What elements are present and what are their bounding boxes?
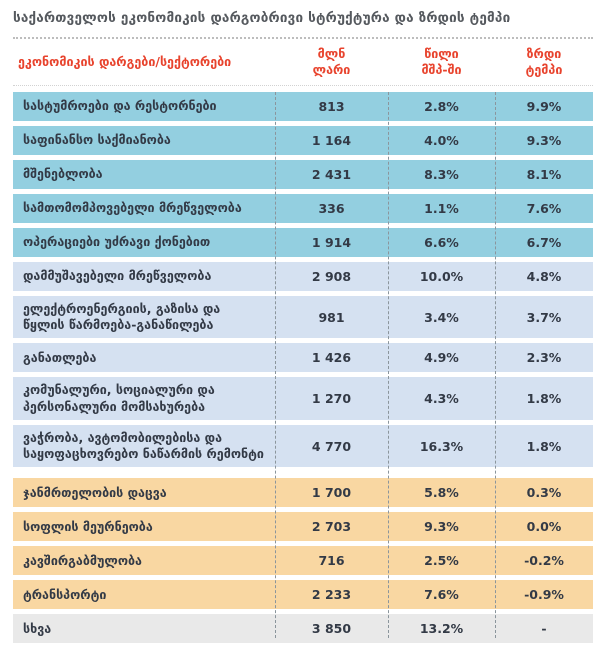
row-mln-gel-value: 1 914 bbox=[311, 234, 352, 250]
row-mln-gel-value: 981 bbox=[318, 309, 345, 325]
row-sector-label: დამმუშავებელი მრეწველობა bbox=[23, 268, 212, 284]
row-sector-label: ელექტროენერგიის, გაზისა და წყლის წარმოებ… bbox=[23, 300, 221, 333]
table-row: მშენებლობა 2 431 8.3% 8.1% bbox=[13, 159, 593, 189]
row-mln-gel-value: 3 850 bbox=[311, 621, 352, 637]
table-row: სხვა 3 850 13.2% - bbox=[13, 614, 593, 644]
table-body: სასტუმროები და რესტორნები 813 2.8% 9.9% საფი… bbox=[13, 91, 593, 644]
row-growth-rate-value: 3.7% bbox=[526, 309, 562, 325]
table-row: ელექტროენერგიის, გაზისა და წყლის წარმოებ… bbox=[13, 295, 593, 339]
row-mln-gel-value: 1 700 bbox=[311, 485, 352, 501]
row-growth-rate-value: 0.3% bbox=[526, 485, 562, 501]
row-sector-label: ვაჭრობა, ავტომობილებისა და საყოფაცხოვრებ… bbox=[23, 429, 264, 462]
row-mln-gel-value: 813 bbox=[318, 98, 345, 114]
row-sector-label: სამთომომპოვებელი მრეწველობა bbox=[23, 200, 242, 216]
table-row: საფინანსო საქმიანობა 1 164 4.0% 9.3% bbox=[13, 125, 593, 155]
page-title: საქართველოს ეკონომიკის დარგობრივი სტრუქტ… bbox=[13, 10, 511, 26]
row-growth-rate-value: 4.8% bbox=[526, 268, 562, 284]
row-share-gdp-value: 5.8% bbox=[424, 485, 459, 501]
table-row: სოფლის მეურნეობა 2 703 9.3% 0.0% bbox=[13, 512, 593, 542]
row-share-gdp-value: 7.6% bbox=[424, 587, 459, 603]
row-sector-label: სოფლის მეურნეობა bbox=[23, 518, 153, 534]
row-growth-rate-value: 1.8% bbox=[526, 438, 562, 454]
table-row: ვაჭრობა, ავტომობილებისა და საყოფაცხოვრებ… bbox=[13, 424, 593, 468]
column-header-sectors: ეკონომიკის დარგები/სექტორები bbox=[18, 54, 232, 70]
table-row: დამმუშავებელი მრეწველობა 2 908 10.0% 4.8% bbox=[13, 261, 593, 291]
row-sector-label: საფინანსო საქმიანობა bbox=[23, 132, 171, 148]
table-row: ტრანსპორტი 2 233 7.6% -0.9% bbox=[13, 580, 593, 610]
row-sector-label: ოპერაციები უძრავი ქონებით bbox=[23, 234, 211, 250]
row-growth-rate-value: -0.2% bbox=[524, 553, 564, 569]
row-share-gdp-value: 6.6% bbox=[424, 234, 459, 250]
table-row: სამთომომპოვებელი მრეწველობა 336 1.1% 7.6% bbox=[13, 193, 593, 223]
row-mln-gel-value: 336 bbox=[318, 200, 345, 216]
row-mln-gel-value: 2 908 bbox=[311, 268, 352, 284]
row-growth-rate-value: 0.0% bbox=[526, 519, 562, 535]
row-mln-gel-value: 2 431 bbox=[311, 166, 352, 182]
row-share-gdp-value: 10.0% bbox=[419, 268, 464, 284]
row-share-gdp-value: 4.0% bbox=[424, 132, 459, 148]
table-row: სასტუმროები და რესტორნები 813 2.8% 9.9% bbox=[13, 91, 593, 121]
divider-top bbox=[13, 36, 593, 39]
row-mln-gel-value: 1 164 bbox=[311, 132, 352, 148]
row-sector-label: სხვა bbox=[23, 620, 52, 636]
row-share-gdp-value: 16.3% bbox=[419, 438, 464, 454]
row-mln-gel-value: 1 426 bbox=[311, 350, 352, 366]
row-growth-rate-value: 1.8% bbox=[526, 391, 562, 407]
row-sector-label: მშენებლობა bbox=[23, 166, 103, 182]
row-share-gdp-value: 3.4% bbox=[424, 309, 459, 325]
row-share-gdp-value: 9.3% bbox=[424, 519, 459, 535]
row-growth-rate-value: 6.7% bbox=[526, 234, 562, 250]
row-share-gdp-value: 2.5% bbox=[424, 553, 459, 569]
table-row: ოპერაციები უძრავი ქონებით 1 914 6.6% 6.7% bbox=[13, 227, 593, 257]
row-sector-label: განათლება bbox=[23, 349, 97, 365]
column-header-mln-gel: მლნ ლარი bbox=[312, 46, 351, 77]
row-share-gdp-value: 1.1% bbox=[424, 200, 459, 216]
table-row: განათლება 1 426 4.9% 2.3% bbox=[13, 343, 593, 373]
row-sector-label: კომუნალური, სოციალური და პერსონალური მომ… bbox=[23, 382, 215, 414]
row-growth-rate-value: 2.3% bbox=[526, 350, 562, 366]
row-sector-label: სასტუმროები და რესტორნები bbox=[23, 98, 217, 114]
row-mln-gel-value: 2 703 bbox=[311, 519, 352, 535]
row-mln-gel-value: 2 233 bbox=[311, 587, 352, 603]
row-growth-rate-value: 9.3% bbox=[526, 132, 562, 148]
row-mln-gel-value: 4 770 bbox=[311, 438, 352, 454]
row-growth-rate-value: 7.6% bbox=[526, 200, 562, 216]
table-row: ჯანმრთელობის დაცვა 1 700 5.8% 0.3% bbox=[13, 478, 593, 508]
row-mln-gel-value: 1 270 bbox=[311, 391, 352, 407]
infographic-table: საქართველოს ეკონომიკის დარგობრივი სტრუქტ… bbox=[13, 10, 593, 644]
row-share-gdp-value: 8.3% bbox=[424, 166, 459, 182]
row-mln-gel-value: 716 bbox=[318, 553, 345, 569]
row-growth-rate-value: -0.9% bbox=[524, 587, 564, 603]
row-growth-rate-value: 8.1% bbox=[526, 166, 562, 182]
table-header: ეკონომიკის დარგები/სექტორები მლნ ლარი წი… bbox=[13, 39, 593, 85]
table-row: კავშირგაბმულობა 716 2.5% -0.2% bbox=[13, 546, 593, 576]
row-share-gdp-value: 13.2% bbox=[419, 621, 464, 637]
column-header-growth-rate: ზრდი ტემპი bbox=[525, 46, 563, 77]
row-share-gdp-value: 2.8% bbox=[424, 98, 459, 114]
row-share-gdp-value: 4.9% bbox=[424, 350, 459, 366]
row-growth-rate-value: - bbox=[541, 621, 547, 637]
table-row: კომუნალური, სოციალური და პერსონალური მომ… bbox=[13, 377, 593, 420]
divider-header bbox=[13, 84, 593, 86]
row-sector-label: ტრანსპორტი bbox=[23, 586, 107, 602]
row-growth-rate-value: 9.9% bbox=[526, 98, 562, 114]
column-header-share-gdp: წილი მშპ-ში bbox=[421, 46, 462, 77]
row-sector-label: ჯანმრთელობის დაცვა bbox=[23, 484, 167, 500]
row-share-gdp-value: 4.3% bbox=[424, 391, 459, 407]
row-sector-label: კავშირგაბმულობა bbox=[23, 552, 142, 568]
